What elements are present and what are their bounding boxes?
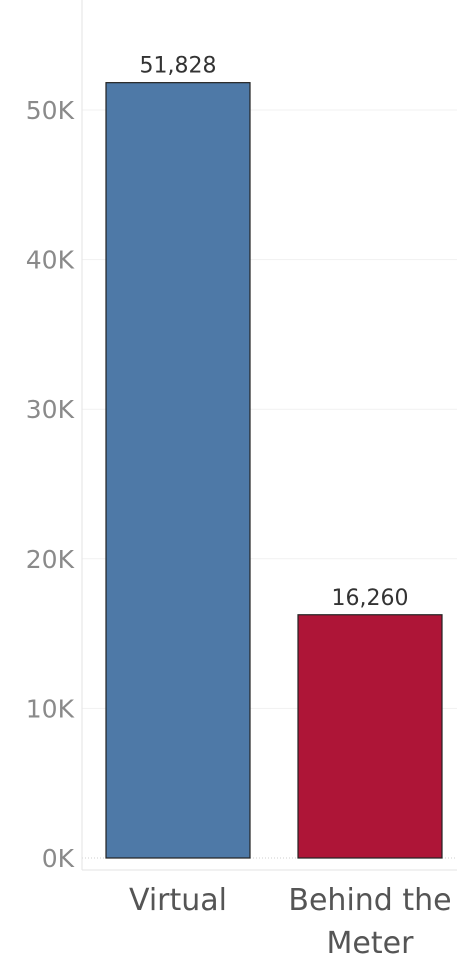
y-tick-label: 20K <box>26 545 75 574</box>
y-tick-label: 30K <box>26 395 75 424</box>
axes <box>81 0 457 871</box>
x-tick-label: Virtual <box>129 883 227 918</box>
data-label: 16,260 <box>332 586 409 611</box>
y-tick-label: 0K <box>42 844 75 873</box>
y-tick-label: 50K <box>26 96 75 125</box>
bar-virtual <box>105 82 251 859</box>
y-tick-label: 40K <box>26 246 75 275</box>
x-tick-label: Meter <box>327 926 415 961</box>
bars <box>105 82 443 859</box>
bar-behind-the-meter <box>297 614 443 859</box>
y-tick-label: 10K <box>26 694 75 723</box>
labels: 0K 10K 20K 30K 40K 50K 51,828 Virtual 16,260 Behi… <box>26 54 452 961</box>
x-tick-label: Behind the <box>288 883 451 918</box>
data-label: 51,828 <box>140 54 217 79</box>
